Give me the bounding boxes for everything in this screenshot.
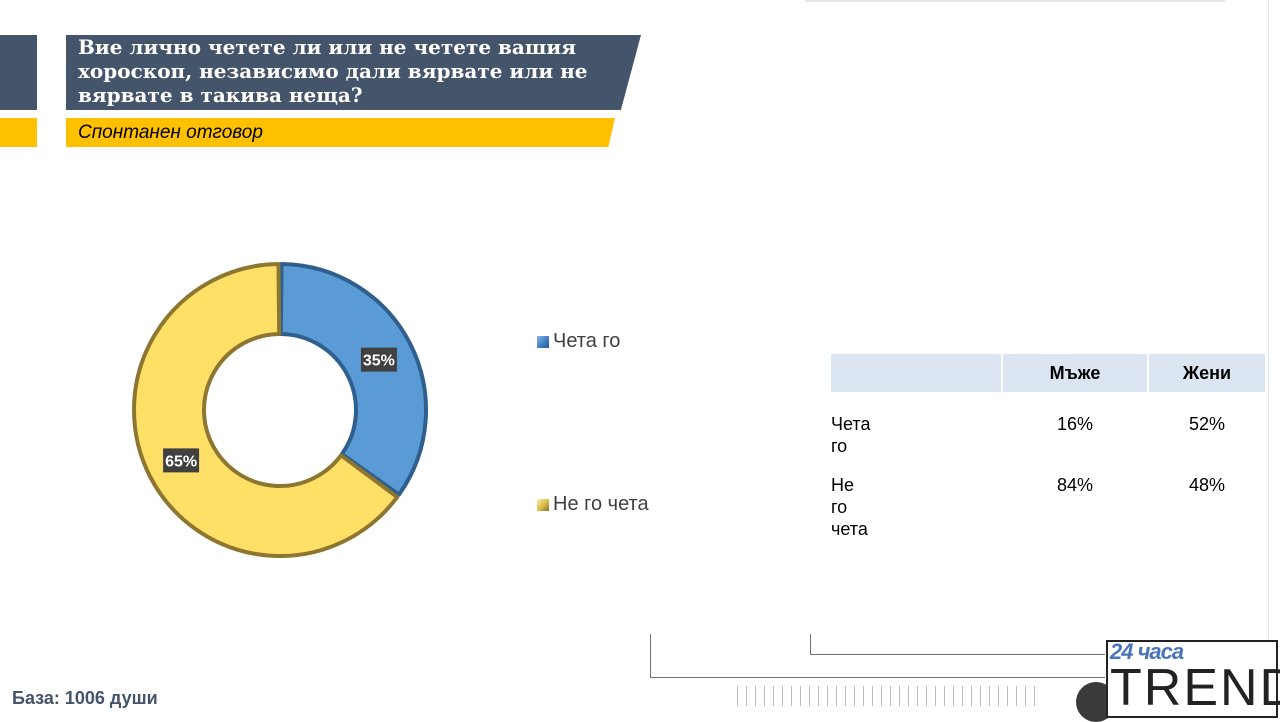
legend-swatch-read [537, 335, 549, 348]
table-cell-read-women: 52% [1188, 414, 1226, 434]
logo-main-text: TREND [1110, 659, 1280, 717]
slice-label-read-text: 35% [363, 353, 395, 370]
legend-label-read: Чета го [553, 330, 621, 352]
table-header-blank [831, 354, 1001, 392]
slice-not-read [132, 262, 400, 558]
table-header-men: Мъже [1049, 363, 1101, 383]
subtitle-banner: Спонтанен отговор [66, 118, 615, 147]
slice-label-read: 35% [360, 347, 397, 372]
table-row-label-not-read: Не го чета [831, 475, 868, 539]
question-title: Вие лично четете ли или не четете вашия … [78, 35, 588, 107]
logo-top-text: 24 часа [1110, 639, 1184, 664]
slice-label-not-read: 65% [163, 448, 200, 473]
legend-item-not-read: Не го чета [537, 493, 649, 516]
slice-label-not-read-text: 65% [165, 453, 197, 470]
top-divider [805, 0, 1225, 2]
deco-line-vertical-right [810, 634, 811, 655]
subtitle-text: Спонтанен отговор [78, 122, 263, 143]
slice-read [278, 262, 428, 497]
table-header-bg-men [1003, 354, 1147, 392]
deco-line-vertical-left [650, 634, 651, 678]
table-cell-not-read-women: 48% [1188, 475, 1226, 495]
right-divider [1268, 0, 1269, 640]
table-row-label-read: Чета го [831, 414, 871, 456]
deco-line-horizontal-right [810, 654, 1105, 655]
table-header-women: Жени [1182, 363, 1232, 383]
legend-item-read: Чета го [537, 330, 620, 353]
legend-label-not-read: Не го чета [553, 493, 649, 515]
left-accent-navy [0, 35, 37, 110]
question-banner: Вие лично четете ли или не четете вашия … [66, 35, 641, 110]
slice-label-read-box [360, 347, 397, 372]
tick-ruler-decoration [737, 686, 1042, 706]
slice-label-not-read-box [163, 448, 200, 473]
left-accent-yellow [0, 118, 37, 147]
table-header-bg-women [1149, 354, 1265, 392]
table-cell-not-read-men: 84% [1056, 475, 1094, 495]
legend-swatch-not-read [537, 498, 549, 511]
sample-base-label: База: 1006 души [12, 688, 158, 708]
deco-line-horizontal-left [650, 677, 1105, 678]
trend-logo: 24 часа TREND [1106, 639, 1280, 718]
table-cell-read-men: 16% [1056, 414, 1094, 434]
donut-chart: 35% 65% [132, 262, 428, 558]
